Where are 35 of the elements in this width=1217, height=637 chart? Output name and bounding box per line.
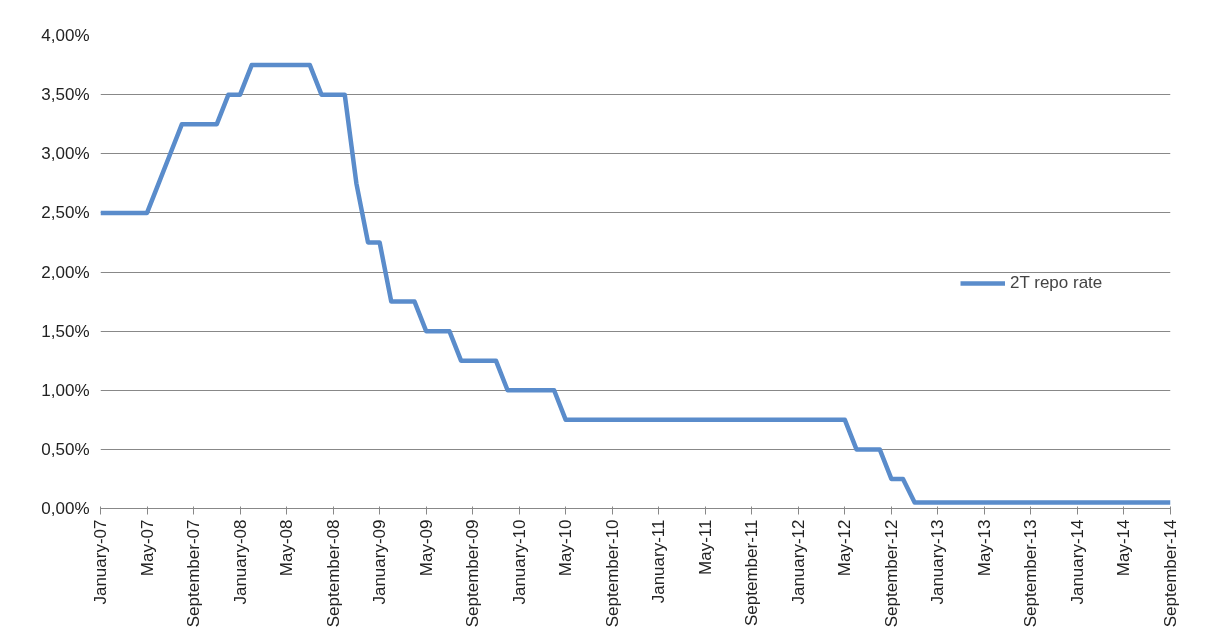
x-tick-label: September-10 — [602, 519, 622, 628]
x-tick-label: September-09 — [463, 519, 483, 628]
x-tick-label: May-09 — [416, 519, 436, 577]
x-tick-label: May-10 — [556, 519, 576, 577]
x-tick-label: May-11 — [695, 519, 715, 575]
y-tick-label: 0,50% — [41, 439, 90, 459]
x-tick-label: January-10 — [509, 519, 529, 605]
x-tick-label: May-07 — [137, 519, 157, 577]
x-tick-label: May-08 — [277, 519, 297, 577]
x-tick-label: May-13 — [974, 519, 994, 577]
y-tick-label: 1,50% — [41, 321, 90, 341]
y-tick-label: 1,00% — [41, 380, 90, 400]
y-tick-label: 2,50% — [41, 203, 90, 223]
x-tick-label: September-07 — [184, 519, 204, 628]
x-tick-label: September-08 — [323, 519, 343, 628]
x-tick-label: January-07 — [91, 519, 110, 605]
x-tick-label: January-14 — [1067, 519, 1087, 605]
x-tick-label: September-11 — [742, 519, 762, 626]
x-tick-label: May-14 — [1114, 519, 1134, 577]
x-tick-label: January-11 — [649, 519, 669, 604]
y-tick-label: 2,00% — [41, 262, 90, 282]
x-tick-label: September-13 — [1021, 519, 1041, 628]
legend-label: 2T repo rate — [1010, 273, 1103, 293]
x-tick-label: January-08 — [230, 519, 250, 605]
y-tick-label: 4,00% — [41, 26, 90, 45]
y-tick-label: 3,50% — [41, 85, 90, 105]
x-tick-label: January-09 — [370, 519, 390, 605]
y-tick-label: 0,00% — [41, 499, 90, 518]
x-tick-label: September-14 — [1161, 519, 1180, 628]
x-tick-label: September-12 — [881, 519, 901, 628]
x-tick-label: January-12 — [788, 519, 808, 605]
y-tick-label: 3,00% — [41, 144, 90, 164]
line-series — [100, 62, 1171, 505]
x-tick-label: May-12 — [835, 519, 855, 577]
x-tick-label: January-13 — [928, 519, 948, 605]
